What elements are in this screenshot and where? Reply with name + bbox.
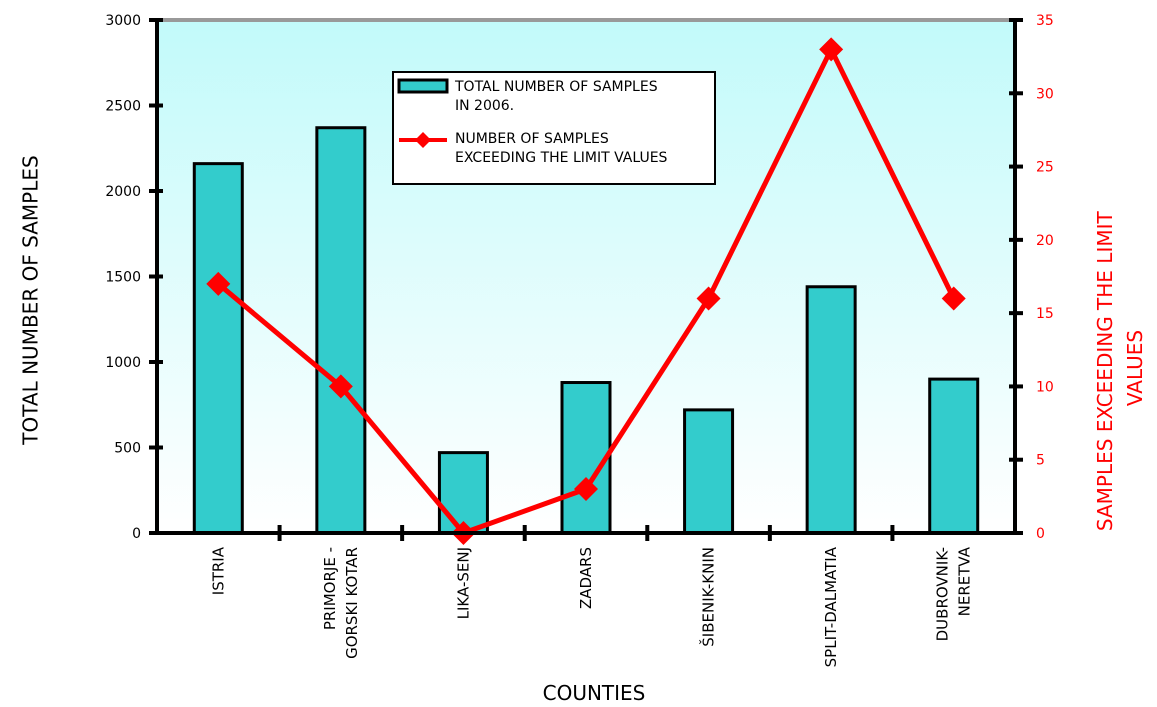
right-tick-label: 0	[1036, 526, 1045, 542]
x-tick-label: ŠIBENIK-KNIN	[699, 547, 718, 647]
right-tick-label: 15	[1036, 306, 1054, 322]
right-tick-label: 25	[1036, 160, 1054, 176]
left-tick-label: 1000	[105, 355, 141, 371]
legend-label-bars: TOTAL NUMBER OF SAMPLES IN 2006.	[454, 79, 662, 114]
x-tick-label-line: GORSKI KOTAR	[343, 547, 361, 659]
x-axis-labels: ISTRIA PRIMORJE - GORSKI KOTAR LIKA-SENJ ZAD…	[209, 546, 973, 667]
x-tick-label-line: PRIMORJE -	[321, 547, 339, 630]
right-tick-label: 20	[1036, 233, 1054, 249]
right-tick-label: 5	[1036, 453, 1045, 469]
legend: TOTAL NUMBER OF SAMPLES IN 2006. NUMBER …	[392, 71, 716, 185]
x-tick-label-line: DUBROVNIK-	[934, 547, 952, 641]
legend-label-line-line-2: EXCEEDING THE LIMIT VALUES	[455, 150, 668, 166]
x-tick-label: SPLIT-DALMATIA	[822, 546, 840, 667]
legend-swatch-marker	[415, 132, 431, 148]
x-tick-label: DUBROVNIK- NERETVA	[934, 546, 974, 641]
right-tick-label: 35	[1036, 13, 1054, 29]
line-marker	[328, 374, 353, 399]
legend-label-bars-line-2: IN 2006.	[455, 98, 514, 114]
x-tick-label: ZADARS	[577, 547, 595, 609]
x-tick-label-line: ISTRIA	[209, 546, 227, 595]
bar	[805, 285, 857, 535]
y-axis-title: TOTAL NUMBER OF SAMPLES	[19, 155, 43, 445]
y2-axis-title-line-1: SAMPLES EXCEEDING THE LIMIT	[1093, 211, 1117, 532]
x-tick-label-line: ŠIBENIK-KNIN	[699, 547, 718, 647]
bar	[315, 126, 367, 535]
x-tick-label: ISTRIA	[209, 546, 227, 595]
x-axis-ticks	[277, 525, 895, 541]
x-tick-label-line: ZADARS	[577, 547, 595, 609]
bar	[192, 162, 244, 535]
left-tick-label: 0	[132, 526, 141, 542]
legend-label-bars-line-1: TOTAL NUMBER OF SAMPLES	[454, 79, 658, 95]
bar	[437, 451, 489, 535]
right-tick-label: 30	[1036, 86, 1054, 102]
line-marker	[206, 271, 231, 296]
right-tick-label: 10	[1036, 379, 1054, 395]
legend-label-line: NUMBER OF SAMPLES EXCEEDING THE LIMIT VA…	[455, 131, 668, 166]
bar	[928, 377, 980, 535]
legend-label-line-line-1: NUMBER OF SAMPLES	[455, 131, 609, 147]
line-marker	[819, 37, 844, 62]
bar	[683, 408, 735, 535]
x-tick-label: LIKA-SENJ	[454, 547, 472, 619]
y2-axis-title-line-2: VALUES	[1123, 330, 1147, 406]
left-tick-label: 2500	[105, 99, 141, 115]
left-axis-ticks: 0 500 1000 1500 2000 2500 3000	[105, 13, 163, 542]
left-tick-label: 3000	[105, 13, 141, 29]
line-marker	[696, 286, 721, 311]
x-tick-label: PRIMORJE - GORSKI KOTAR	[321, 547, 361, 659]
left-tick-label: 1500	[105, 270, 141, 286]
y2-axis-title: SAMPLES EXCEEDING THE LIMIT VALUES	[1093, 205, 1147, 531]
left-tick-label: 2000	[105, 184, 141, 200]
x-tick-label-line: NERETVA	[956, 546, 974, 616]
right-axis-ticks: 0 5 10 15 20 25 30 35	[1009, 13, 1054, 542]
legend-swatch-bars	[397, 78, 449, 94]
bar	[560, 381, 612, 535]
line-marker	[941, 286, 966, 311]
x-axis-title: COUNTIES	[543, 681, 646, 705]
x-tick-label-line: LIKA-SENJ	[454, 547, 472, 619]
x-tick-label-line: SPLIT-DALMATIA	[822, 546, 840, 667]
left-tick-label: 500	[114, 441, 141, 457]
line-marker	[574, 477, 598, 502]
